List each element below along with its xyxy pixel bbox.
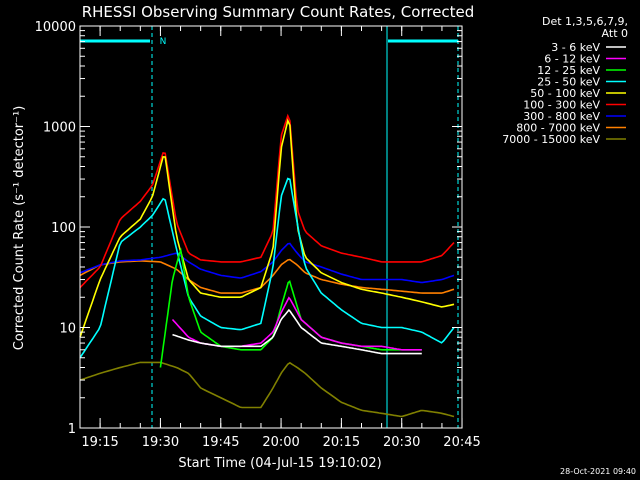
series-line-12-25-kev — [159, 247, 422, 368]
timestamp-label: 28-Oct-2021 09:40 — [560, 467, 636, 476]
y-tick-label: 1000 — [43, 121, 76, 136]
legend-label: 300 - 800 keV — [523, 110, 600, 123]
y-tick-label: 10 — [59, 322, 76, 337]
legend-label: 800 - 7000 keV — [516, 122, 600, 135]
series-line-50-100-kev — [79, 118, 455, 338]
y-tick-label: 1 — [68, 422, 76, 437]
x-tick-label: 20:00 — [262, 435, 299, 450]
legend-label: 12 - 25 keV — [537, 64, 600, 77]
axes-layer: 1 10 100 1000 10000 19:15 19:30 19:45 20:00 20:15… — [35, 20, 481, 450]
legend-label: 6 - 12 keV — [544, 53, 600, 66]
x-tick-label: 20:30 — [383, 435, 420, 450]
series-line-7000-15000-kev — [79, 361, 455, 418]
x-tick-label: 19:30 — [142, 435, 179, 450]
series-line-800-7000-kev — [79, 258, 455, 294]
x-axis-label: Start Time (04-Jul-15 19:10:02) — [178, 456, 381, 471]
y-axis-label: Corrected Count Rate (s⁻¹ detector⁻¹) — [12, 106, 27, 351]
legend-label: 7000 - 15000 keV — [502, 133, 600, 146]
x-tick-label: 19:15 — [81, 435, 118, 450]
series-line-100-300-kev — [79, 113, 455, 289]
series-line-25-50-kev — [79, 177, 455, 359]
chart-title: RHESSI Observing Summary Count Rates, Co… — [82, 3, 475, 21]
legend-header-line2: Att 0 — [602, 27, 628, 40]
legend-label: 25 - 50 keV — [537, 76, 600, 89]
legend-header-line1: Det 1,3,5,6,7,9, — [542, 15, 628, 28]
legend-label: 3 - 6 keV — [551, 41, 600, 54]
x-tick-label: 20:45 — [443, 435, 480, 450]
legend-label: 100 - 300 keV — [523, 99, 600, 112]
x-tick-label: 20:15 — [323, 435, 360, 450]
series-line-3-6-kev — [172, 308, 422, 355]
y-tick-label: 100 — [51, 221, 76, 236]
flag-label: N — [160, 37, 167, 47]
legend-label: 50 - 100 keV — [530, 87, 600, 100]
x-tick-label: 19:45 — [202, 435, 239, 450]
data-layer: N — [79, 26, 459, 428]
y-tick-label: 10000 — [35, 20, 76, 35]
